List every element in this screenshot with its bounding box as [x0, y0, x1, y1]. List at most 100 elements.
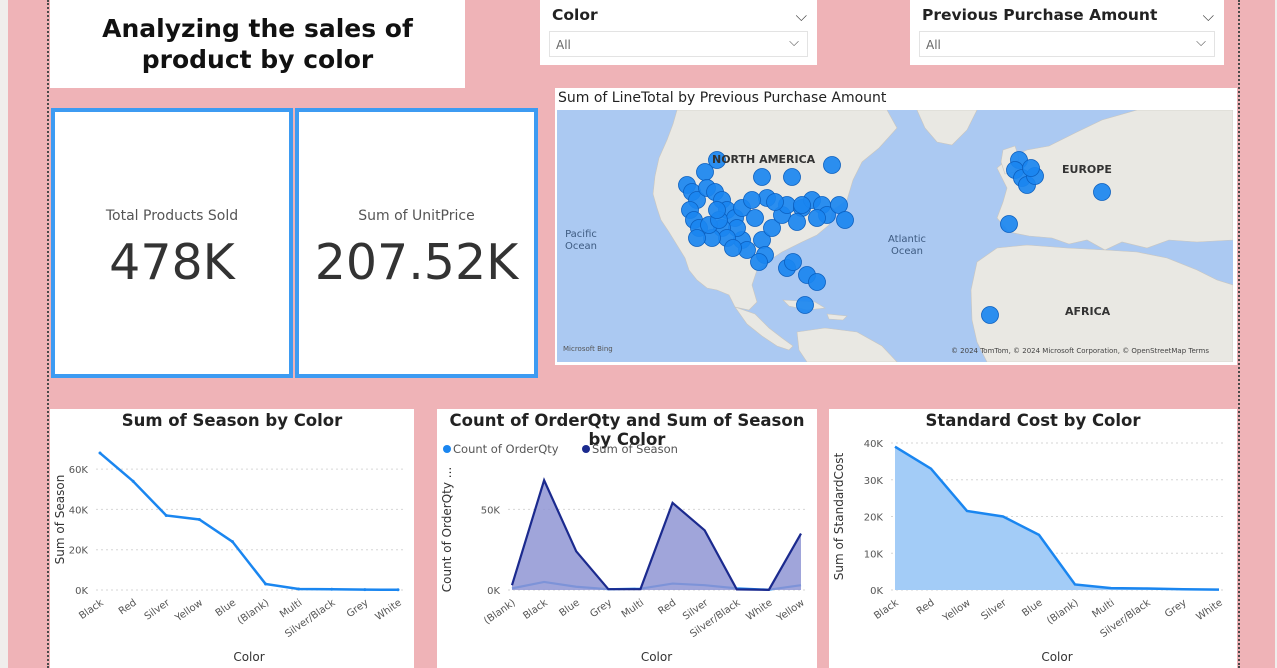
slicer-previous-purchase-amount[interactable]: Previous Purchase Amount ⌵ All ⌵ — [910, 0, 1224, 65]
y-tick-label: 0K — [870, 586, 883, 597]
chart-count-orderqty-sum-season-by-color[interactable]: Count of OrderQty and Sum of Season by C… — [437, 409, 817, 668]
data-point[interactable] — [230, 540, 234, 544]
x-tick-label: Blue — [1020, 597, 1044, 619]
map-svg[interactable]: NORTH AMERICA EUROPE AFRICA Pacific Ocean… — [557, 110, 1233, 362]
chevron-down-icon[interactable]: ⌵ — [795, 7, 807, 25]
chart-title: Count of OrderQty and Sum of Season by C… — [449, 411, 805, 449]
y-axis-label: Sum of StandardCost — [832, 453, 846, 581]
map-bubble[interactable] — [783, 168, 801, 186]
kpi-label: Sum of UnitPrice — [358, 208, 475, 224]
data-point[interactable] — [363, 588, 367, 592]
map-attribution[interactable]: © 2024 TomTom, © 2024 Microsoft Corporat… — [951, 347, 1209, 355]
data-point[interactable] — [164, 513, 168, 517]
slicer-color[interactable]: Color ⌵ All ⌵ — [540, 0, 817, 65]
series-line[interactable] — [510, 477, 802, 591]
y-tick-label: 40K — [864, 439, 884, 450]
chart-title: Standard Cost by Color — [925, 411, 1141, 430]
map-land-south-america — [796, 327, 898, 362]
x-tick-label: Silver — [979, 597, 1009, 623]
map-land-central-america — [734, 306, 794, 351]
x-tick-label: Yellow — [940, 597, 972, 624]
series-area[interactable] — [895, 446, 1219, 590]
canvas-border-left — [47, 0, 49, 668]
y-tick-label: 0K — [75, 586, 88, 597]
map-bubble[interactable] — [763, 219, 781, 237]
x-tick-label: (Blank) — [236, 597, 272, 627]
data-point[interactable] — [396, 588, 400, 592]
map-bubble[interactable] — [830, 196, 848, 214]
chevron-down-icon[interactable]: ⌵ — [1196, 35, 1206, 50]
map-bubbles[interactable] — [678, 151, 1111, 324]
map-label-pacific: Pacific Ocean — [565, 229, 597, 252]
map-bubble[interactable] — [746, 209, 764, 227]
kpi-card-total-products-sold[interactable]: Total Products Sold 478K — [51, 108, 293, 378]
map-bubble[interactable] — [808, 209, 826, 227]
data-point[interactable] — [330, 587, 334, 591]
data-point[interactable] — [197, 518, 201, 521]
x-tick-label: Silver — [143, 597, 173, 623]
map-bubble[interactable] — [753, 168, 771, 186]
map-visual[interactable]: Sum of LineTotal by Previous Purchase Am… — [555, 88, 1237, 365]
map-bubble[interactable] — [808, 273, 826, 291]
y-tick-label: 0K — [487, 586, 500, 597]
map-bubble[interactable] — [1093, 183, 1111, 201]
map-bubble[interactable] — [981, 306, 999, 324]
title-card: Analyzing the sales of product by color — [50, 0, 465, 88]
x-tick-label: Yellow — [173, 597, 205, 624]
chart-sum-of-season-by-color[interactable]: Sum of Season by Color 0K 20K 40K 60K Black R… — [50, 409, 414, 668]
map-bubble[interactable] — [836, 211, 854, 229]
map-bubble[interactable] — [793, 196, 811, 214]
series-line[interactable] — [99, 452, 399, 592]
legend-marker[interactable] — [443, 445, 451, 453]
map-bubble[interactable] — [708, 151, 726, 169]
data-point[interactable] — [264, 582, 268, 586]
map-bubble[interactable] — [743, 191, 761, 209]
kpi-value: 207.52K — [314, 234, 519, 291]
series-area[interactable] — [512, 480, 801, 590]
map-bubble[interactable] — [688, 229, 706, 247]
chevron-down-icon[interactable]: ⌵ — [789, 35, 799, 50]
y-tick-label: 40K — [69, 505, 89, 516]
map-bubble[interactable] — [708, 201, 726, 219]
map-bubble[interactable] — [788, 213, 806, 231]
x-tick-label: Grey — [1163, 597, 1189, 620]
slicer-dropdown[interactable]: All ⌵ — [549, 31, 808, 57]
x-tick-label: Blue — [214, 597, 238, 619]
data-point[interactable] — [131, 479, 135, 483]
chart-title: Sum of Season by Color — [121, 411, 343, 430]
series-line[interactable] — [894, 445, 1220, 591]
legend-marker[interactable] — [582, 445, 590, 453]
area-chart-svg[interactable]: 0K 10K 20K 30K 40K Black Red Yellow Silver Blue (B… — [829, 409, 1237, 668]
x-tick-label: Black — [521, 597, 550, 622]
map-bubble[interactable] — [750, 253, 768, 271]
slicer-value: All — [556, 38, 571, 52]
map-bubble[interactable] — [823, 156, 841, 174]
map-bubble[interactable] — [1000, 215, 1018, 233]
map-bubble[interactable] — [1022, 159, 1040, 177]
map-title: Sum of LineTotal by Previous Purchase Am… — [558, 90, 887, 106]
map-bubble[interactable] — [696, 163, 714, 181]
slicer-label: Color — [552, 6, 598, 24]
data-point[interactable] — [98, 451, 102, 455]
slicer-dropdown[interactable]: All ⌵ — [919, 31, 1215, 57]
data-point[interactable] — [297, 587, 301, 591]
legend-label[interactable]: Count of OrderQty — [453, 442, 559, 456]
x-tick-label: Multi — [1090, 597, 1116, 620]
line-chart-svg[interactable]: 0K 20K 40K 60K Black Red Silver Yellow Blue(Blan… — [50, 409, 414, 668]
y-tick-label: 50K — [481, 505, 501, 516]
kpi-card-sum-of-unitprice[interactable]: Sum of UnitPrice 207.52K — [295, 108, 538, 378]
chart-standard-cost-by-color[interactable]: Standard Cost by Color 0K 10K 20K 30K 40K Bla… — [829, 409, 1237, 668]
x-tick-label: Blue — [557, 597, 581, 619]
map-label-atlantic: Atlantic Ocean — [888, 234, 926, 257]
x-tick-label: Multi — [278, 597, 304, 620]
map-bubble[interactable] — [784, 253, 802, 271]
x-tick-label: (Blank) — [1045, 597, 1081, 627]
map-label-europe: EUROPE — [1062, 163, 1112, 176]
legend-label[interactable]: Sum of Season — [592, 442, 678, 456]
map-bubble[interactable] — [766, 193, 784, 211]
chevron-down-icon[interactable]: ⌵ — [1202, 7, 1214, 25]
map-bubble[interactable] — [796, 296, 814, 314]
map-bubble[interactable] — [724, 239, 742, 257]
map-land-africa — [970, 244, 1233, 362]
